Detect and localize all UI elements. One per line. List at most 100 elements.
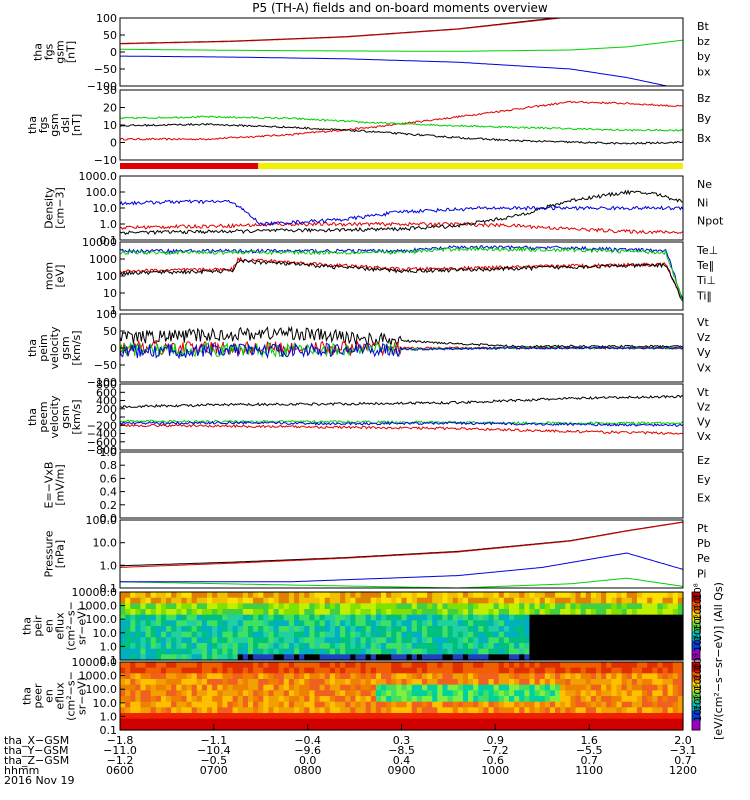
heatmap-cell bbox=[452, 592, 459, 599]
heatmap-cell bbox=[196, 609, 203, 616]
heatmap-cell bbox=[483, 614, 490, 621]
heatmap-cell bbox=[590, 724, 597, 731]
heatmap-cell bbox=[534, 667, 541, 674]
y-axis-label-line: tha bbox=[21, 687, 34, 705]
heatmap-cell bbox=[309, 637, 316, 644]
heatmap-cell bbox=[421, 713, 428, 720]
heatmap-cell bbox=[421, 701, 428, 708]
heatmap-cell bbox=[626, 713, 633, 720]
heatmap-cell bbox=[130, 667, 136, 674]
heatmap-cell bbox=[329, 696, 336, 703]
heatmap-cell bbox=[350, 696, 357, 703]
heatmap-cell bbox=[503, 654, 510, 661]
heatmap-cell bbox=[334, 609, 341, 616]
heatmap-cell bbox=[360, 592, 367, 599]
heatmap-cell bbox=[519, 637, 525, 644]
x-tick-label: −1.2 bbox=[107, 754, 134, 767]
heatmap-cell bbox=[207, 690, 213, 697]
heatmap-cell bbox=[222, 718, 229, 725]
heatmap-cell bbox=[375, 614, 382, 621]
heatmap-cell bbox=[488, 718, 495, 725]
heatmap-cell bbox=[304, 679, 310, 686]
heatmap-cell bbox=[370, 690, 377, 697]
heatmap-cell bbox=[345, 679, 351, 686]
heatmap-cell bbox=[314, 707, 321, 714]
heatmap-cell bbox=[647, 592, 653, 599]
heatmap-cell bbox=[447, 690, 454, 697]
heatmap-cell bbox=[350, 643, 357, 650]
heatmap-cell bbox=[294, 690, 300, 697]
heatmap-cell bbox=[631, 724, 638, 731]
heatmap-cell bbox=[370, 603, 377, 610]
heatmap-cell bbox=[222, 684, 229, 691]
heatmap-cell bbox=[416, 648, 423, 655]
y-axis-label-line: [nT] bbox=[65, 41, 78, 63]
heatmap-cell bbox=[514, 592, 520, 599]
heatmap-cell bbox=[253, 724, 259, 731]
heatmap-cell bbox=[386, 626, 392, 633]
heatmap-cell bbox=[519, 631, 525, 638]
heatmap-cell bbox=[207, 724, 213, 731]
heatmap-cell bbox=[171, 637, 177, 644]
heatmap-cell bbox=[155, 592, 162, 599]
heatmap-cell bbox=[160, 701, 167, 708]
heatmap-cell bbox=[365, 673, 372, 680]
heatmap-cell bbox=[519, 696, 525, 703]
y-tick-label: 1000.0 bbox=[79, 170, 118, 183]
heatmap-cell bbox=[565, 684, 571, 691]
heatmap-cell bbox=[534, 631, 541, 638]
heatmap-cell bbox=[606, 620, 612, 627]
heatmap-cell bbox=[437, 679, 444, 686]
legend-entry: Vt bbox=[697, 316, 710, 329]
heatmap-cell bbox=[237, 701, 244, 708]
heatmap-cell bbox=[309, 724, 316, 731]
heatmap-cell bbox=[288, 643, 295, 650]
y-tick-label: 100.0 bbox=[86, 683, 118, 696]
heatmap-cell bbox=[457, 673, 464, 680]
heatmap-cell bbox=[457, 643, 464, 650]
y-tick-label: 0.0 bbox=[100, 512, 118, 525]
heatmap-cell bbox=[478, 654, 484, 661]
heatmap-cell bbox=[227, 648, 234, 655]
heatmap-cell bbox=[503, 679, 510, 686]
heatmap-cell bbox=[677, 631, 684, 638]
heatmap-cell bbox=[288, 637, 295, 644]
heatmap-cell bbox=[478, 620, 484, 627]
heatmap-cell bbox=[647, 654, 653, 661]
heatmap-cell bbox=[258, 684, 264, 691]
heatmap-cell bbox=[273, 626, 280, 633]
x-tick-label: 0.9 bbox=[487, 734, 505, 747]
heatmap-cell bbox=[508, 684, 515, 691]
heatmap-cell bbox=[570, 679, 577, 686]
heatmap-cell bbox=[432, 707, 438, 714]
heatmap-cell bbox=[416, 696, 423, 703]
heatmap-cell bbox=[253, 684, 259, 691]
heatmap-cell bbox=[135, 701, 142, 708]
heatmap-cell bbox=[166, 690, 172, 697]
heatmap-cell bbox=[519, 684, 525, 691]
heatmap-cell bbox=[611, 673, 618, 680]
heatmap-cell bbox=[140, 609, 147, 616]
heatmap-cell bbox=[437, 597, 444, 604]
heatmap-cell bbox=[345, 603, 351, 610]
heatmap-cell bbox=[360, 707, 367, 714]
heatmap-cell bbox=[575, 690, 582, 697]
heatmap-cell bbox=[288, 654, 295, 661]
heatmap-cell bbox=[212, 631, 218, 638]
heatmap-cell bbox=[667, 707, 674, 714]
heatmap-cell bbox=[350, 662, 357, 669]
heatmap-cell bbox=[488, 592, 495, 599]
series-line-1 bbox=[119, 256, 684, 302]
heatmap-cell bbox=[570, 707, 577, 714]
heatmap-cell bbox=[150, 713, 157, 720]
heatmap-cell bbox=[232, 684, 239, 691]
heatmap-cell bbox=[232, 597, 239, 604]
heatmap-cell bbox=[360, 724, 367, 731]
heatmap-cell bbox=[606, 690, 612, 697]
heatmap-cell bbox=[529, 690, 536, 697]
heatmap-cell bbox=[616, 592, 623, 599]
heatmap-cell bbox=[247, 684, 254, 691]
colorbar-step bbox=[692, 640, 700, 651]
heatmap-cell bbox=[483, 620, 490, 627]
heatmap-cell bbox=[411, 654, 418, 661]
